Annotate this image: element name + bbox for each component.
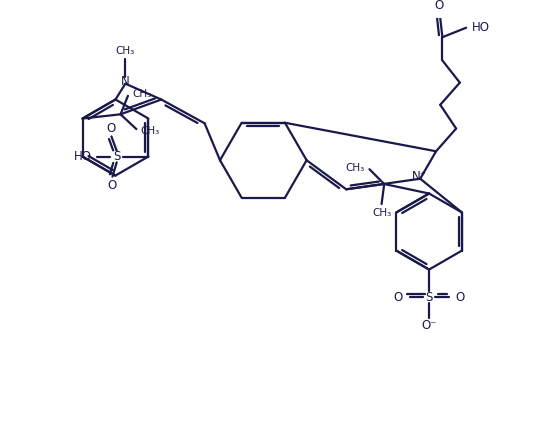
Text: S: S [425,291,433,303]
Text: HO: HO [472,21,490,34]
Text: CH₃: CH₃ [116,47,135,57]
Text: CH₃: CH₃ [372,208,391,217]
Text: CH₃: CH₃ [140,126,160,136]
Text: CH₃: CH₃ [345,162,364,173]
Text: CH₃: CH₃ [132,89,152,99]
Text: O: O [106,121,116,135]
Text: O: O [393,291,403,303]
Text: O⁻: O⁻ [421,319,437,332]
Text: N: N [121,75,130,88]
Text: N⁺: N⁺ [412,170,426,183]
Text: O: O [107,179,117,192]
Text: HO: HO [74,150,92,163]
Text: S: S [113,150,121,163]
Text: O: O [435,0,444,12]
Text: O: O [456,291,465,303]
